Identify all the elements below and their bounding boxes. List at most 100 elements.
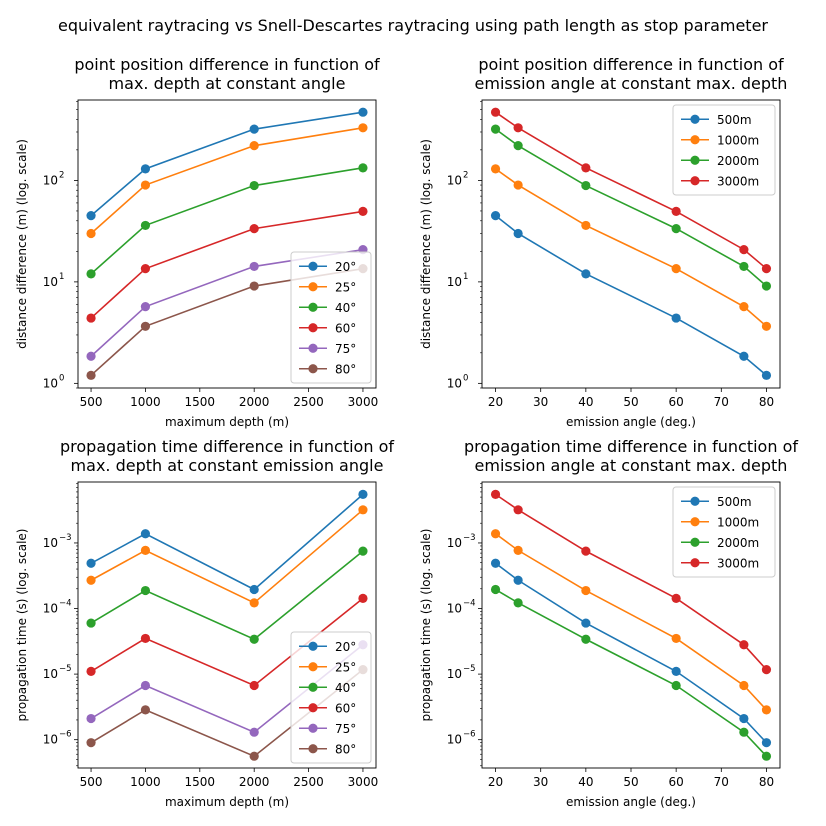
- data-point: [581, 163, 591, 173]
- data-point: [249, 751, 259, 761]
- data-point: [249, 281, 259, 291]
- x-tick-label: 20: [488, 775, 503, 789]
- data-point: [86, 666, 96, 676]
- data-point: [249, 634, 259, 644]
- legend-entry: 2000m: [681, 154, 759, 168]
- series-line: [90, 210, 364, 319]
- y-tick-exponent: −5: [463, 664, 476, 674]
- axes-frame: [77, 99, 377, 389]
- series-1: [490, 210, 772, 380]
- legend-marker: [308, 682, 318, 692]
- figure-suptitle: equivalent raytracing vs Snell-Descartes…: [58, 16, 768, 35]
- data-point: [249, 124, 259, 134]
- y-tick-exponent: 0: [463, 373, 468, 383]
- legend-marker: [308, 641, 318, 651]
- legend-entry: 25°: [299, 280, 356, 294]
- x-tick-label: 70: [714, 775, 729, 789]
- data-point: [581, 618, 591, 628]
- data-point: [249, 584, 259, 595]
- data-point: [739, 302, 749, 312]
- data-point: [761, 370, 772, 380]
- data-point: [581, 585, 591, 596]
- data-point: [671, 680, 681, 691]
- data-point: [581, 269, 591, 279]
- legend-entry: 60°: [299, 321, 356, 335]
- data-point: [86, 269, 96, 279]
- legend-marker: [690, 537, 700, 547]
- y-tick-exponent: −4: [59, 599, 72, 609]
- data-point: [358, 206, 368, 216]
- chart-title: propagation time difference in function …: [464, 437, 798, 475]
- legend-marker: [690, 155, 700, 165]
- legend-entry: 1000m: [681, 133, 759, 147]
- data-point: [249, 224, 259, 234]
- series-line: [495, 533, 768, 711]
- data-point: [140, 321, 151, 331]
- legend-label: 25°: [335, 660, 356, 674]
- x-axis-label: maximum depth (m): [165, 415, 289, 429]
- data-point: [140, 680, 151, 691]
- data-point: [513, 505, 523, 515]
- x-tick-label: 2000: [239, 395, 270, 409]
- legend-frame: [290, 251, 372, 384]
- x-tick-label: 2500: [293, 395, 324, 409]
- data-point: [739, 261, 749, 272]
- data-point: [358, 505, 368, 515]
- series-1: [86, 489, 368, 595]
- y-tick-exponent: 2: [59, 170, 64, 180]
- series-3: [490, 124, 772, 291]
- legend-marker: [308, 343, 318, 353]
- data-point: [249, 141, 259, 151]
- data-point: [490, 529, 501, 539]
- legend-entry: 25°: [299, 660, 356, 674]
- legend-marker: [690, 176, 700, 186]
- legend-entry: 80°: [299, 362, 356, 376]
- x-tick-label: 40: [578, 775, 593, 789]
- legend-label: 3000m: [717, 174, 759, 188]
- x-axis-label: maximum depth (m): [165, 795, 289, 809]
- chart-title: point position difference in function of…: [475, 55, 788, 93]
- legend-entry: 500m: [681, 113, 752, 127]
- legend-marker: [308, 723, 318, 733]
- data-point: [739, 713, 749, 724]
- x-tick-label: 2500: [293, 775, 324, 789]
- legend-entry: 3000m: [681, 174, 759, 188]
- series-line: [90, 111, 364, 217]
- y-tick-exponent: −4: [463, 599, 476, 609]
- legend-marker: [690, 114, 700, 124]
- y-tick-label: 10: [43, 733, 58, 747]
- x-tick-label: 1500: [185, 395, 216, 409]
- legend-label: 2000m: [717, 536, 759, 550]
- data-point: [86, 575, 96, 585]
- x-tick-label: 60: [669, 395, 684, 409]
- legend-label: 20°: [335, 640, 356, 654]
- legend-entry: 1000m: [681, 515, 759, 529]
- data-point: [761, 281, 772, 291]
- data-point: [358, 107, 368, 117]
- data-point: [739, 640, 749, 650]
- series-line: [90, 550, 364, 641]
- legend-label: 500m: [717, 495, 752, 509]
- data-point: [490, 584, 501, 595]
- y-tick-label: 10: [43, 275, 58, 289]
- legend: 500m 1000m 2000m 3000m: [672, 104, 776, 196]
- legend-entry: 40°: [299, 681, 356, 695]
- legend-label: 2000m: [717, 154, 759, 168]
- data-point: [358, 546, 368, 556]
- legend-marker: [308, 703, 318, 713]
- x-tick-label: 500: [80, 775, 103, 789]
- x-tick-label: 500: [80, 395, 103, 409]
- y-tick-exponent: −5: [59, 664, 72, 674]
- chart-title: point position difference in function of…: [74, 55, 380, 93]
- data-point: [140, 302, 151, 312]
- y-tick-label: 10: [447, 376, 462, 390]
- y-tick-label: 10: [43, 536, 58, 550]
- x-axis-label: emission angle (deg.): [566, 795, 696, 809]
- data-point: [140, 180, 151, 190]
- x-tick-label: 2000: [239, 775, 270, 789]
- y-tick-exponent: 1: [463, 272, 468, 282]
- data-point: [671, 206, 681, 216]
- data-point: [671, 666, 681, 676]
- data-point: [671, 633, 681, 644]
- chart-2: point position difference in function of…: [419, 55, 787, 429]
